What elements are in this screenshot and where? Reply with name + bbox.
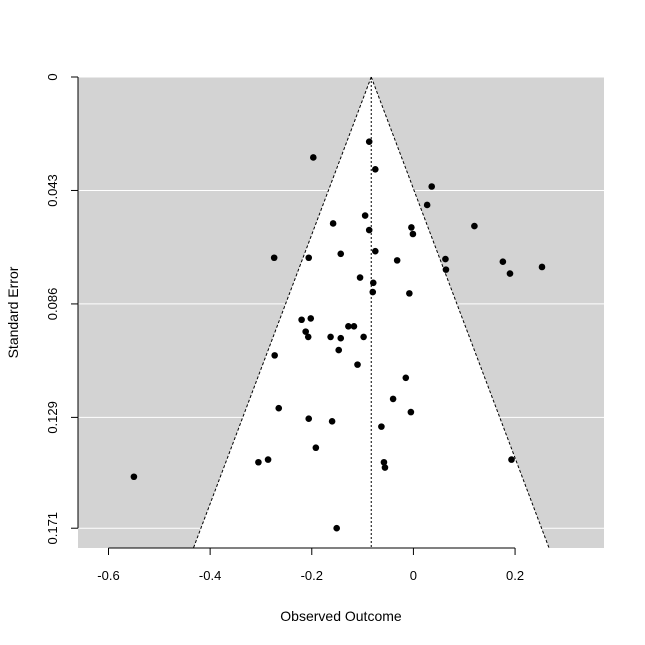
study-point [275, 404, 283, 412]
x-axis: -0.6 -0.4 -0.2 0 0.2 [97, 547, 524, 583]
study-point [508, 456, 515, 463]
y-tick-label: 0.043 [45, 174, 60, 207]
study-point [345, 323, 352, 330]
study-point [328, 418, 336, 425]
study-point [310, 154, 317, 161]
study-point [372, 166, 379, 173]
study-point [442, 266, 450, 273]
study-point [333, 524, 340, 532]
study-point [381, 464, 389, 471]
study-point [130, 473, 138, 481]
study-point [335, 346, 343, 354]
x-axis-title: Observed Outcome [280, 608, 402, 624]
study-point [354, 361, 361, 368]
study-point [365, 138, 373, 145]
study-point [271, 352, 278, 359]
x-tick-label: -0.6 [97, 568, 119, 583]
funnel-region [193, 77, 550, 548]
study-point [312, 444, 320, 452]
study-point [372, 247, 379, 255]
study-point [402, 374, 410, 382]
study-point [389, 395, 397, 403]
study-point [409, 230, 417, 238]
study-point [361, 212, 369, 219]
study-point [307, 315, 315, 322]
study-point [393, 257, 401, 264]
funnel-right-boundary [370, 76, 550, 549]
y-tick-label: 0.086 [45, 288, 60, 321]
study-point [506, 270, 514, 277]
study-point [329, 220, 337, 227]
study-point [369, 288, 377, 296]
study-point [369, 279, 377, 287]
study-point [499, 258, 507, 266]
study-point [337, 334, 345, 342]
study-point [270, 254, 278, 262]
study-point [406, 290, 413, 297]
x-tick-label: 0 [410, 568, 417, 583]
study-point [538, 263, 546, 271]
study-point [302, 328, 309, 335]
y-tick-label: 0.129 [45, 401, 60, 434]
x-tick-label: -0.2 [301, 568, 323, 583]
study-point [407, 408, 415, 416]
study-point [360, 333, 367, 341]
study-point [350, 323, 358, 330]
x-tick-label: -0.4 [199, 568, 221, 583]
study-point [442, 255, 449, 263]
study-point [305, 254, 313, 262]
y-tick-label: 0.171 [45, 512, 60, 545]
study-point [305, 415, 313, 423]
study-point [378, 423, 385, 430]
study-point [327, 333, 334, 341]
study-point [356, 274, 364, 281]
study-point [423, 201, 431, 209]
study-point [255, 458, 262, 466]
y-axis-title: Standard Error [5, 266, 21, 358]
study-point [298, 316, 305, 324]
study-point [365, 226, 373, 234]
study-point [264, 456, 272, 463]
study-point [337, 250, 345, 258]
x-tick-label: 0.2 [506, 568, 524, 583]
study-point [471, 222, 478, 230]
study-point [428, 183, 436, 190]
y-tick-label: 0 [45, 73, 60, 80]
study-points [130, 138, 546, 532]
study-point [380, 458, 388, 466]
study-point [304, 333, 312, 341]
y-axis: 0 0.043 0.086 0.129 0.171 [45, 73, 79, 545]
funnel-left-boundary [192, 76, 372, 549]
study-point [408, 224, 415, 231]
